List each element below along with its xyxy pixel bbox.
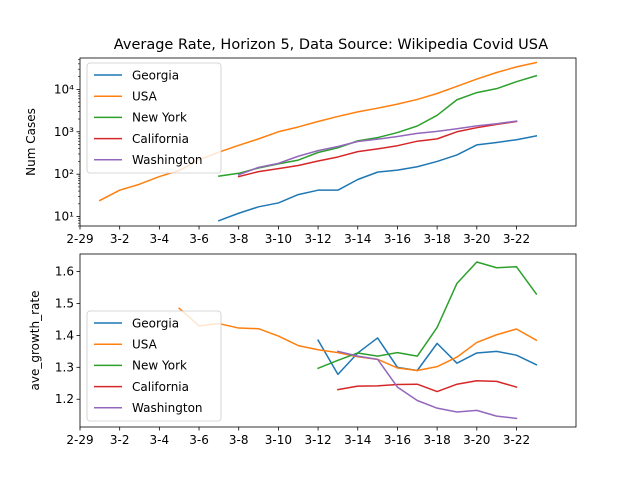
x-tick-label: 3-14	[344, 433, 371, 447]
legend-label-georgia: Georgia	[132, 316, 179, 330]
x-tick-label: 3-8	[229, 232, 249, 246]
legend-label-georgia: Georgia	[132, 68, 179, 82]
y-tick-label: 1.6	[55, 265, 74, 279]
x-tick-label: 2-29	[66, 433, 93, 447]
x-tick-label: 3-6	[189, 232, 209, 246]
legend-box	[86, 62, 222, 174]
legend-label-washington: Washington	[132, 401, 203, 415]
legend-label-usa: USA	[132, 338, 158, 352]
legend-label-new-york: New York	[132, 111, 187, 125]
x-tick-label: 3-14	[344, 232, 371, 246]
x-tick-label: 3-20	[463, 232, 490, 246]
x-tick-label: 3-4	[150, 433, 170, 447]
y-tick-label: 10³	[54, 125, 74, 139]
axes-frame	[79, 253, 577, 428]
legend: Georgia USA New York California Washington	[86, 310, 222, 422]
x-tick-label: 3-2	[110, 232, 130, 246]
legend-label-new-york: New York	[132, 359, 187, 373]
series-line-georgia	[217, 135, 538, 222]
growth-rate-panel: 1.2 1.3 1.4 1.5 1.6 2-29 3-2 3-4 3-6 3-8 3-10 3-12 3…	[28, 253, 577, 447]
legend-label-washington: Washington	[132, 153, 203, 167]
legend-label-california: California	[132, 132, 189, 146]
x-tick-label: 3-12	[304, 433, 331, 447]
y-tick-label: 1.5	[55, 296, 74, 310]
series-line-washington	[237, 120, 518, 176]
x-tick-label: 3-2	[110, 433, 130, 447]
x-tick-label: 3-4	[150, 232, 170, 246]
y-tick-label: 1.2	[55, 392, 74, 406]
legend-label-usa: USA	[132, 90, 158, 104]
x-tick-label: 3-18	[424, 232, 451, 246]
y-axis-label: Num Cases	[24, 108, 38, 176]
x-tick-label: 3-12	[304, 232, 331, 246]
legend-box	[86, 310, 222, 422]
y-tick-label: 10⁴	[54, 82, 74, 96]
x-tick-label: 3-10	[265, 232, 292, 246]
series-line-california	[237, 120, 518, 178]
series-line-california	[337, 379, 518, 393]
x-tick-label: 3-18	[424, 433, 451, 447]
x-tick-label: 3-10	[265, 433, 292, 447]
y-tick-label: 1.4	[55, 328, 74, 342]
x-tick-label: 3-16	[384, 433, 411, 447]
x-tick-label: 2-29	[66, 232, 93, 246]
cases-panel: 10¹ 10² 10³ 10⁴ 2-29 3-2 3-4 3-6 3-8 3-10 3-12 3-14…	[24, 57, 577, 246]
x-tick-label: 3-22	[503, 433, 530, 447]
x-tick-label: 3-20	[463, 433, 490, 447]
x-tick-label: 3-16	[384, 232, 411, 246]
x-tick-label: 3-6	[189, 433, 209, 447]
x-tick-label: 3-8	[229, 433, 249, 447]
y-axis-label: ave_growth_rate	[28, 291, 42, 391]
axes-frame	[79, 57, 577, 227]
y-tick-label: 1.3	[55, 360, 74, 374]
y-tick-label: 10²	[54, 167, 74, 181]
y-tick-label: 10¹	[54, 210, 74, 224]
series-line-new-york	[317, 261, 538, 370]
x-tick-label: 3-22	[503, 232, 530, 246]
legend: Georgia USA New York California Washington	[86, 62, 222, 174]
chart-title: Average Rate, Horizon 5, Data Source: Wi…	[114, 37, 548, 53]
legend-label-california: California	[132, 380, 189, 394]
series-line-washington	[337, 350, 518, 420]
